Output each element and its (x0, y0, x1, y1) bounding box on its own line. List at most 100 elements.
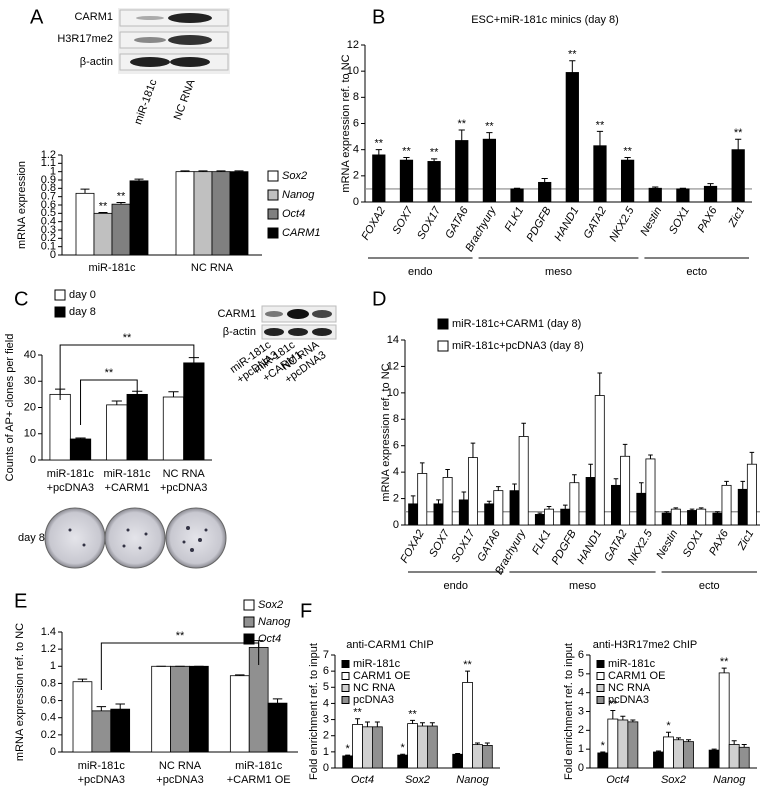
legend-swatch (341, 696, 350, 704)
x-tick-label: PDGFB (524, 205, 553, 244)
bracket-label: ** (176, 630, 185, 642)
error-bar (741, 743, 747, 748)
significance-label: ** (463, 659, 472, 671)
blot-lane-label: miR-181c (132, 77, 160, 126)
error-bar (115, 703, 125, 710)
error-bar (496, 486, 501, 491)
legend-label: miR-181c+CARM1 (day 8) (452, 318, 581, 330)
bar (426, 725, 438, 769)
bar (687, 510, 698, 526)
y-tick-label: 14 (387, 334, 399, 346)
error-bar (436, 499, 441, 504)
error-bar (610, 710, 616, 720)
bar (462, 682, 473, 769)
error-bar (234, 170, 244, 172)
plate-images (44, 507, 227, 569)
y-axis-label: mRNA expression ref. to NC (14, 623, 26, 761)
y-tick-label: 0.3 (41, 224, 56, 236)
bar (620, 455, 631, 526)
x-tick-label: Nestin (638, 205, 664, 238)
error-bar (375, 149, 382, 155)
error-bar (613, 478, 619, 486)
bar (738, 746, 750, 769)
significance-label: ** (430, 147, 439, 159)
error-bar (624, 157, 631, 161)
x-tick-label: GATA6 (443, 204, 471, 241)
bar (718, 672, 730, 769)
error-bar (75, 437, 86, 439)
panel-label: C (14, 288, 28, 310)
bar (737, 488, 748, 526)
panel-label: F (300, 600, 312, 622)
error-bar (686, 739, 692, 742)
error-bar (168, 391, 179, 397)
significance-label: ** (375, 138, 384, 150)
bar (362, 726, 373, 769)
bar (728, 744, 740, 769)
error-bar (721, 667, 727, 673)
legend-label: Nanog (282, 189, 315, 201)
error-bar (740, 480, 746, 490)
significance-label: * (346, 743, 351, 755)
legend-label: miR-181c (608, 658, 656, 670)
legend-swatch (341, 672, 350, 680)
y-tick-label: 4 (578, 687, 584, 699)
error-bar (445, 469, 450, 478)
x-tick-label: +pcDNA3 (47, 482, 94, 494)
error-bar (664, 511, 669, 514)
y-tick-label: 12 (387, 360, 399, 372)
significance-label: ** (408, 708, 417, 720)
bar (458, 499, 469, 526)
error-bar (374, 721, 380, 727)
bar (175, 171, 195, 256)
x-tick-label: NKX2.5 (626, 527, 656, 567)
bar (69, 438, 92, 461)
y-tick-label: 30 (24, 375, 36, 387)
y-tick-label: 7 (323, 649, 329, 661)
legend-swatch (54, 289, 66, 301)
panel-label: A (30, 6, 44, 28)
legend-label: miR-181c+pcDNA3 (day 8) (452, 340, 584, 352)
x-tick-label: Nanog (713, 774, 746, 786)
bar (417, 473, 428, 526)
bar (427, 161, 441, 203)
y-tick-label: 0.8 (41, 677, 56, 689)
bar (585, 477, 596, 526)
error-bar (410, 719, 416, 724)
x-tick-label: Oct4 (351, 774, 374, 786)
legend-swatch (437, 340, 449, 352)
legend-label: Sox2 (282, 170, 307, 182)
error-bar (403, 157, 410, 161)
bar (593, 145, 607, 203)
x-tick-label: SOX7 (391, 204, 417, 236)
bar (342, 755, 354, 769)
y-tick-label: 0.2 (41, 729, 56, 741)
y-tick-label: 5 (578, 668, 584, 680)
bar (189, 665, 209, 753)
error-bar (430, 158, 438, 162)
bar (481, 745, 493, 769)
legend-swatch (243, 599, 255, 611)
bar (636, 492, 647, 526)
x-tick-label: Sox2 (405, 774, 430, 786)
x-tick-label: NKX2.5 (607, 204, 637, 244)
error-bar (484, 742, 490, 746)
error-bar (569, 60, 576, 73)
y-tick-label: 2 (393, 492, 399, 504)
bar (93, 212, 113, 256)
x-tick-label: FOXA2 (360, 205, 388, 242)
legend-label: CARM1 OE (353, 670, 410, 682)
bar (452, 753, 464, 769)
bar (703, 185, 718, 203)
bar (372, 154, 386, 203)
error-bar (648, 454, 653, 459)
legend-label: CARM1 (282, 227, 321, 239)
x-tick-label: +pcDNA3 (156, 774, 203, 786)
y-tick-label: 40 (24, 349, 36, 361)
bar (708, 749, 720, 769)
error-bar (698, 507, 704, 510)
y-tick-label: 12 (347, 39, 359, 51)
error-bar (96, 706, 107, 711)
legend-label: pcDNA3 (608, 694, 649, 706)
